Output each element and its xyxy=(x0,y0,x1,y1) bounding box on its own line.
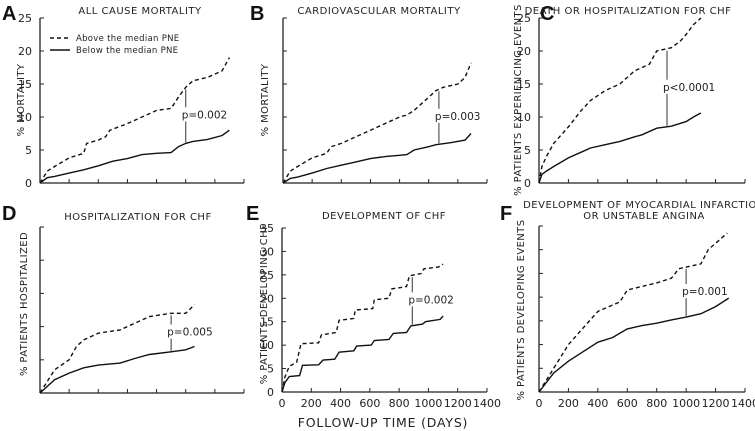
series-below-median xyxy=(282,133,472,184)
panel-letter: C xyxy=(540,3,554,25)
y-tick-label: 10 xyxy=(517,111,531,124)
series-below-median xyxy=(39,129,230,184)
series-above-median xyxy=(538,232,728,393)
x-tick-label: 0 xyxy=(279,397,286,410)
y-tick-label: 0 xyxy=(267,386,274,399)
panel-title: DEATH OR HOSPITALIZATION FOR CHF xyxy=(525,6,732,17)
y-axis-label: % PATIENTS HOSPITALIZED xyxy=(19,232,30,376)
y-tick-label: 25 xyxy=(18,12,32,25)
series-above-median xyxy=(39,304,195,394)
y-axis-label: % PATIENTS DEVELOPING EVENTS xyxy=(516,220,527,401)
x-tick-label: 400 xyxy=(330,397,351,410)
legend-above-median-label: Above the median PNE xyxy=(76,34,179,44)
panel-letter: E xyxy=(246,203,259,225)
x-tick-label: 1200 xyxy=(444,397,472,410)
y-tick-label: 20 xyxy=(18,45,32,58)
panel-title-line-1: DEVELOPMENT OF MYOCARDIAL INFARCTION xyxy=(523,200,755,211)
panel-title: CARDIOVASCULAR MORTALITY xyxy=(297,6,461,17)
y-axis-label: % PATIENTS DEVELOPING CHF xyxy=(259,224,270,385)
y-tick-label: 0 xyxy=(524,177,531,190)
x-tick-label: 200 xyxy=(301,397,322,410)
x-tick-label: 600 xyxy=(359,397,380,410)
panel-d: D HOSPITALIZATION FOR CHF % PATIENTS HOSPI… xyxy=(2,203,245,394)
panel-letter: A xyxy=(2,3,16,25)
y-tick-label: 10 xyxy=(18,111,32,124)
x-tick-label: 1200 xyxy=(702,397,730,410)
p-value-label: p=0.002 xyxy=(408,294,454,306)
x-tick-label: 200 xyxy=(558,397,579,410)
y-axis-label: % MORTALITY xyxy=(260,63,271,136)
x-tick-label: 1000 xyxy=(672,397,700,410)
p-value-label: p=0.005 xyxy=(167,327,213,339)
x-tick-label: 0 xyxy=(536,397,543,410)
legend-below-median-label: Below the median PNE xyxy=(76,46,178,56)
shared-x-axis-label: FOLLOW-UP TIME (DAYS) xyxy=(298,415,468,430)
x-tick-label: 1400 xyxy=(731,397,755,410)
y-tick-label: 15 xyxy=(517,78,531,91)
x-tick-label: 1400 xyxy=(473,397,501,410)
series-above-median xyxy=(538,17,702,184)
y-tick-label: 5 xyxy=(267,363,274,376)
y-tick-label: 15 xyxy=(260,316,274,329)
x-tick-label: 800 xyxy=(389,397,410,410)
series-below-median xyxy=(39,345,195,394)
y-tick-label: 20 xyxy=(517,45,531,58)
y-tick-label: 30 xyxy=(260,245,274,258)
panel-letter: D xyxy=(2,203,16,225)
y-tick-label: 0 xyxy=(25,177,32,190)
series-above-median xyxy=(282,62,472,184)
y-axis-label: % MORTALITY xyxy=(16,63,27,136)
series-below-median xyxy=(538,112,702,184)
p-value-label: p<0.0001 xyxy=(663,82,715,94)
p-value-label: p=0.003 xyxy=(435,111,481,123)
x-tick-label: 1000 xyxy=(414,397,442,410)
series-below-median xyxy=(538,297,730,393)
y-tick-label: 5 xyxy=(524,144,531,157)
p-value-label: p=0.001 xyxy=(682,286,728,298)
x-tick-label: 400 xyxy=(587,397,608,410)
y-tick-label: 35 xyxy=(260,222,274,235)
panel-title-line-2: OR UNSTABLE ANGINA xyxy=(583,211,705,222)
y-axis-label: % PATIENTS EXPERIENCING EVENTS xyxy=(513,4,524,196)
panel-title: ALL CAUSE MORTALITY xyxy=(78,6,202,17)
panel-title: DEVELOPMENT OF CHF xyxy=(322,211,446,222)
x-tick-label: 800 xyxy=(646,397,667,410)
y-tick-label: 5 xyxy=(25,144,32,157)
y-tick-label: 15 xyxy=(18,78,32,91)
x-tick-label: 600 xyxy=(617,397,638,410)
panel-letter: F xyxy=(500,203,512,225)
panel-title: HOSPITALIZATION FOR CHF xyxy=(64,212,211,223)
series-above-median xyxy=(281,263,444,393)
panel-b: B CARDIOVASCULAR MORTALITY % MORTALITY p=0.… xyxy=(250,3,488,184)
y-tick-label: 25 xyxy=(260,269,274,282)
panel-f: F DEVELOPMENT OF MYOCARDIAL INFARCTIONOR … xyxy=(500,200,755,410)
panel-letter: B xyxy=(250,3,264,25)
panel-a: A ALL CAUSE MORTALITY % MORTALITY 0 5 10 15 20 2… xyxy=(2,3,245,190)
panel-e: E DEVELOPMENT OF CHF % PATIENTS DEVELOPING… xyxy=(246,203,501,410)
y-tick-label: 10 xyxy=(260,339,274,352)
panels-group: A ALL CAUSE MORTALITY % MORTALITY 0 5 10 15 20 2… xyxy=(2,3,755,410)
y-tick-label: 20 xyxy=(260,292,274,305)
p-value-label: p=0.002 xyxy=(182,109,228,121)
y-tick-label: 25 xyxy=(517,12,531,25)
series-below-median xyxy=(281,315,444,393)
